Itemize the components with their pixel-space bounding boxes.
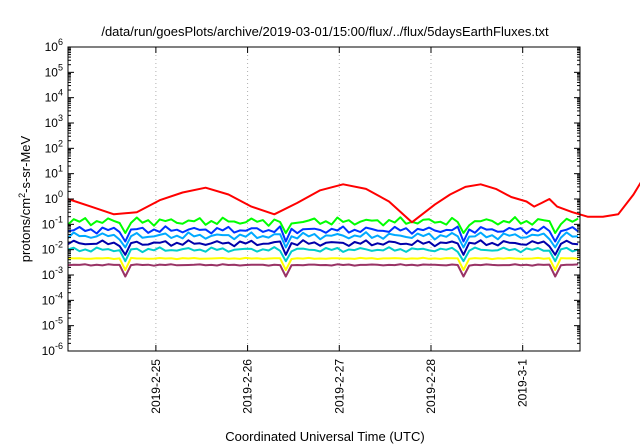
y-tick-label: 10-4: [42, 290, 63, 307]
y-tick-label: 10-1: [42, 214, 63, 231]
plot-frame: [67, 46, 581, 352]
flux-series-line: [67, 256, 579, 271]
y-axis-title: protons/cm2-s-sr-MeV: [17, 135, 33, 262]
x-axis: 2019-2-25 2019-2-26 2019-2-27 2019-2-28 2019…: [149, 47, 530, 414]
grid: [155, 47, 524, 351]
y-axis: 10-6 10-5 10-4 10-3 10-2 10-1 100 101 102 103 104 1…: [42, 37, 580, 358]
y-tick-label: 10-6: [42, 341, 63, 358]
y-tick-label: 100: [45, 189, 63, 206]
y-tick-label: 106: [45, 37, 63, 54]
chart-title: /data/run/goesPlots/archive/2019-03-01/1…: [101, 24, 549, 39]
y-tick-label: 105: [45, 62, 63, 79]
y-tick-label: 10-3: [42, 265, 63, 282]
y-tick-label: 10-2: [42, 240, 63, 257]
x-axis-title: Coordinated Universal Time (UTC): [225, 429, 424, 444]
flux-series-line: [67, 231, 579, 249]
y-tick-label: 102: [45, 138, 63, 155]
x-tick-label: 2019-2-28: [424, 359, 438, 414]
flux-series-line: [67, 181, 640, 224]
flux-series-line: [67, 216, 579, 234]
flux-series-line: [67, 225, 579, 243]
x-tick-label: 2019-2-26: [241, 359, 255, 414]
flux-series-line: [67, 263, 579, 278]
flux-series-line: [67, 239, 579, 256]
y-tick-label: 103: [45, 113, 63, 130]
x-tick-label: 2019-2-25: [149, 359, 163, 414]
x-tick-label: 2019-3-1: [516, 359, 530, 407]
y-tick-label: 10-5: [42, 316, 63, 333]
x-tick-label: 2019-2-27: [332, 359, 346, 414]
flux-series-line: [67, 246, 579, 263]
y-tick-label: 101: [45, 164, 63, 181]
y-tick-label: 104: [45, 88, 63, 105]
series-layer: [67, 181, 640, 278]
